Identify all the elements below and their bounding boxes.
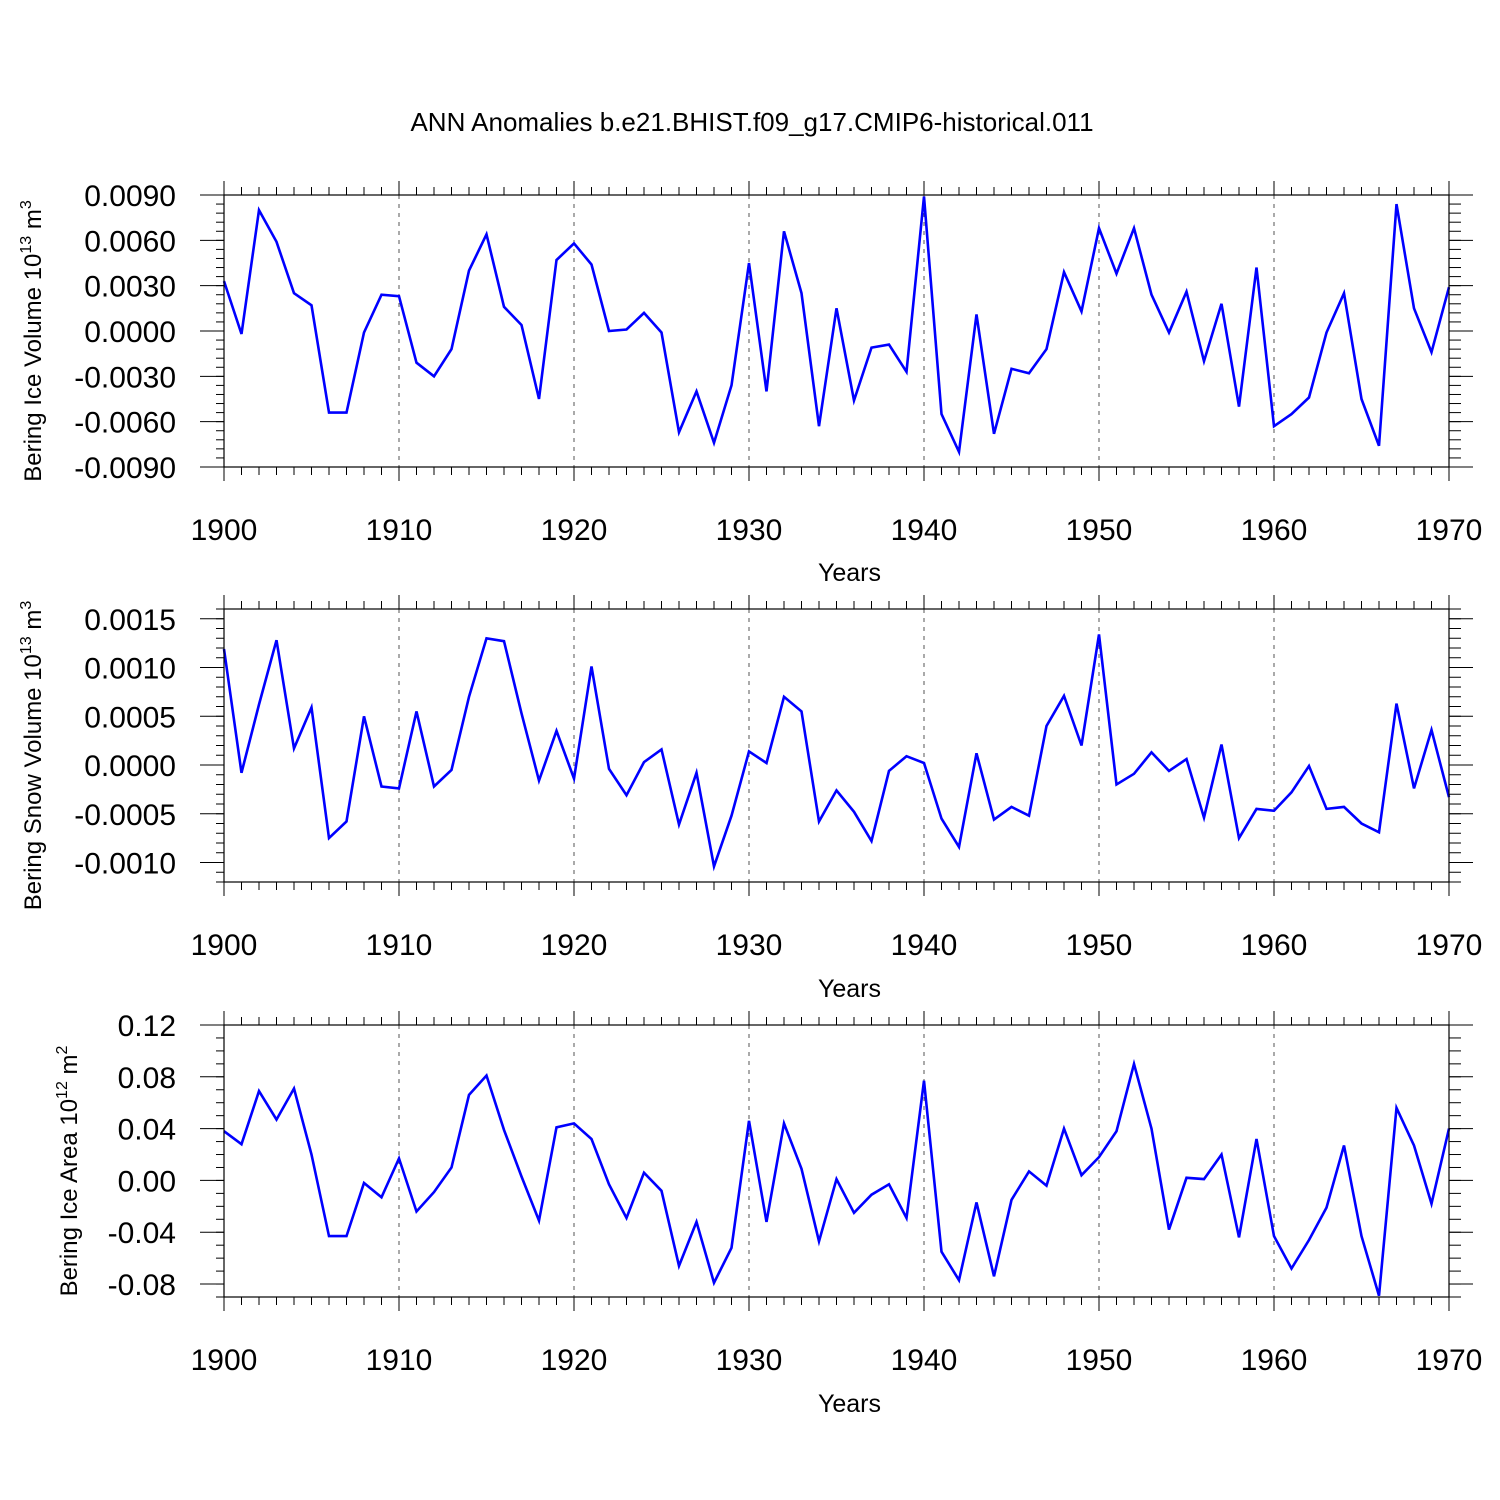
x-tick-label: 1970 bbox=[1416, 1344, 1483, 1377]
x-tick-label: 1900 bbox=[191, 929, 258, 962]
y-tick-label: 0.0090 bbox=[84, 180, 176, 213]
panel-2: 1900 1910 1920 1930 1940 1950 1960 1970 Years 0.0… bbox=[18, 595, 1482, 1003]
x-tick-label: 1910 bbox=[366, 514, 433, 547]
y-tick-label: 0.08 bbox=[118, 1062, 176, 1095]
panel-1: 1900 1910 1920 1930 1940 1950 1960 1970 Years 0.0… bbox=[18, 180, 1482, 587]
x-tick-label: 1900 bbox=[191, 1344, 258, 1377]
y-axis-title-exponent: 12 bbox=[54, 1081, 71, 1099]
x-tick-label: 1900 bbox=[191, 514, 258, 547]
y-axis-title-text: Bering Ice Area 10 bbox=[56, 1099, 83, 1296]
y-tick-label: 0.0000 bbox=[84, 316, 176, 349]
series-line bbox=[222, 634, 1451, 872]
y-tick-label: 0.0060 bbox=[84, 225, 176, 258]
x-tick-label: 1930 bbox=[716, 1344, 783, 1377]
x-axis-title: Years bbox=[818, 559, 881, 587]
y-tick-label: -0.0060 bbox=[74, 407, 176, 440]
y-axis-title-unit-exponent: 3 bbox=[18, 601, 35, 610]
x-tick-label: 1950 bbox=[1066, 1344, 1133, 1377]
y-tick-label: 0.0000 bbox=[84, 750, 176, 783]
y-axis-title-unit-exponent: 2 bbox=[54, 1045, 71, 1054]
x-tick-label: 1930 bbox=[716, 514, 783, 547]
y-tick-label: -0.0010 bbox=[74, 848, 176, 881]
x-tick-label: 1960 bbox=[1241, 929, 1308, 962]
x-tick-label: 1940 bbox=[891, 514, 958, 547]
y-tick-label: -0.0090 bbox=[74, 452, 176, 485]
y-tick-label: -0.04 bbox=[108, 1217, 176, 1250]
y-axis-title-unit: m bbox=[20, 209, 47, 236]
y-axis-title: Bering Snow Volume 1013 m3 bbox=[18, 601, 47, 911]
y-axis-title-text: Bering Snow Volume 10 bbox=[20, 654, 47, 910]
series-line bbox=[222, 196, 1451, 457]
y-tick-label: -0.0030 bbox=[74, 361, 176, 394]
y-axis-title-exponent: 13 bbox=[18, 236, 35, 254]
y-tick-label: 0.04 bbox=[118, 1114, 176, 1147]
x-tick-label: 1910 bbox=[366, 1344, 433, 1377]
x-tick-label: 1920 bbox=[541, 929, 608, 962]
y-axis-title-unit: m bbox=[20, 610, 47, 637]
y-axis-title-unit-exponent: 3 bbox=[18, 200, 35, 209]
y-tick-label: -0.08 bbox=[108, 1269, 176, 1302]
chart-title: ANN Anomalies b.e21.BHIST.f09_g17.CMIP6-… bbox=[410, 107, 1093, 137]
y-tick-label: 0.0030 bbox=[84, 271, 176, 304]
y-tick-label: 0.0015 bbox=[84, 604, 176, 637]
y-tick-label: 0.00 bbox=[118, 1165, 176, 1198]
x-tick-label: 1920 bbox=[541, 514, 608, 547]
chart-panels: 1900 1910 1920 1930 1940 1950 1960 1970 Years 0.0… bbox=[18, 180, 1482, 1418]
y-axis-title-unit: m bbox=[56, 1054, 83, 1081]
x-tick-label: 1960 bbox=[1241, 514, 1308, 547]
x-tick-label: 1940 bbox=[891, 1344, 958, 1377]
x-tick-label: 1950 bbox=[1066, 514, 1133, 547]
y-axis-title-exponent: 13 bbox=[18, 636, 35, 654]
x-tick-label: 1960 bbox=[1241, 1344, 1308, 1377]
x-tick-label: 1950 bbox=[1066, 929, 1133, 962]
x-tick-label: 1970 bbox=[1416, 929, 1483, 962]
x-axis-title: Years bbox=[818, 1390, 881, 1418]
series-line bbox=[223, 1058, 1451, 1297]
panel-3: 1900 1910 1920 1930 1940 1950 1960 1970 Years 0.1… bbox=[54, 1010, 1482, 1418]
x-axis-title: Years bbox=[818, 975, 881, 1003]
x-tick-label: 1920 bbox=[541, 1344, 608, 1377]
x-tick-label: 1930 bbox=[716, 929, 783, 962]
y-axis-title: Bering Ice Volume 1013 m3 bbox=[18, 200, 47, 482]
y-tick-label: -0.0005 bbox=[74, 799, 176, 832]
x-tick-label: 1910 bbox=[366, 929, 433, 962]
y-tick-label: 0.12 bbox=[118, 1010, 176, 1043]
y-tick-label: 0.0005 bbox=[84, 701, 176, 734]
y-axis-title-text: Bering Ice Volume 10 bbox=[20, 254, 47, 482]
y-axis-title: Bering Ice Area 1012 m2 bbox=[54, 1045, 83, 1296]
x-tick-label: 1940 bbox=[891, 929, 958, 962]
x-tick-label: 1970 bbox=[1416, 514, 1483, 547]
y-tick-label: 0.0010 bbox=[84, 653, 176, 686]
